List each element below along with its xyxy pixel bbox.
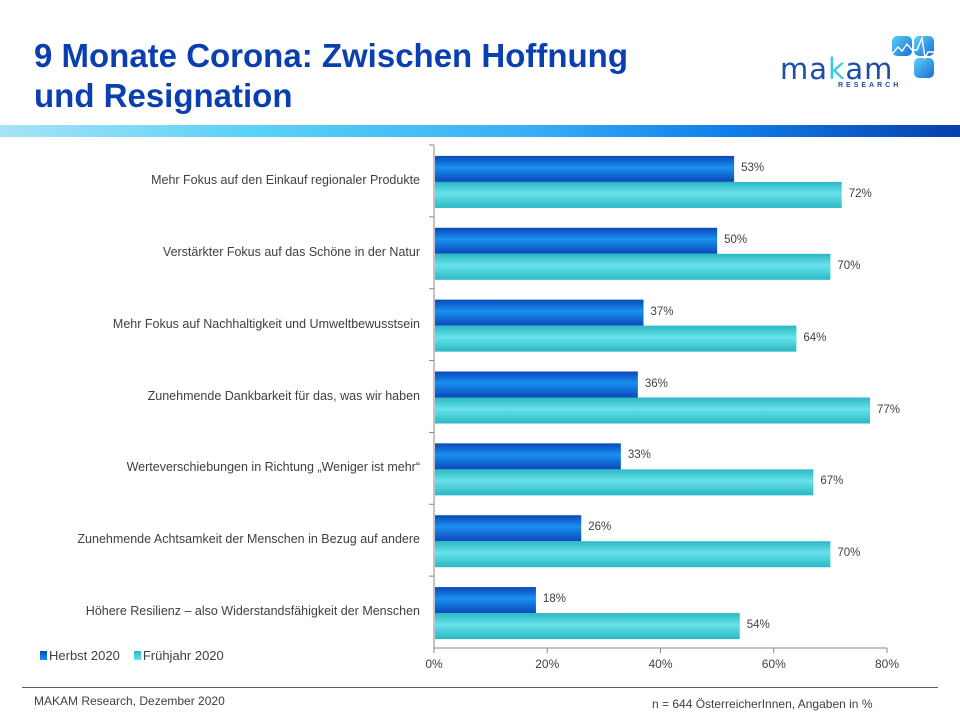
bar-fruehjahr-4	[435, 469, 814, 496]
bar-herbst-5	[435, 515, 582, 542]
legend-item-fruehjahr-2020: Frühjahr 2020	[133, 648, 224, 663]
value-label-fruehjahr-6: 54%	[746, 619, 770, 632]
value-label-herbst-6: 18%	[542, 593, 566, 606]
value-label-herbst-2: 37%	[650, 305, 674, 318]
title-line-2: und Resignation	[34, 77, 293, 114]
value-label-fruehjahr-3: 77%	[877, 403, 901, 416]
bar-fruehjahr-3	[435, 397, 871, 424]
footer-sample-note: n = 644 ÖsterreicherInnen, Angaben in %	[652, 697, 873, 711]
logo-subtitle: RESEARCH	[838, 82, 902, 89]
value-label-fruehjahr-5: 70%	[837, 547, 861, 560]
bar-fruehjahr-6	[435, 613, 740, 640]
legend-swatch-fruehjahr	[133, 651, 141, 660]
bar-herbst-2	[435, 299, 644, 326]
x-tick-label-1: 20%	[535, 657, 560, 671]
value-label-herbst-5: 26%	[588, 521, 612, 534]
category-label-4: Werteverschiebungen in Richtung „Weniger…	[126, 460, 420, 475]
legend-label-fruehjahr: Frühjahr 2020	[142, 648, 224, 663]
x-tick-label-4: 80%	[874, 657, 900, 671]
bar-herbst-6	[435, 587, 536, 614]
bar-fruehjahr-5	[435, 541, 831, 568]
category-label-1: Verstärkter Fokus auf das Schöne in der …	[162, 244, 420, 259]
bar-herbst-1	[435, 227, 718, 254]
makam-research-logo: makam RESEARCH	[780, 34, 940, 94]
bar-herbst-4	[435, 443, 621, 470]
logo-wordmark: makam	[780, 52, 894, 86]
bar-herbst-3	[435, 371, 638, 398]
title-line-1: 9 Monate Corona: Zwischen Hoffnung	[34, 37, 628, 74]
x-tick-label-2: 40%	[648, 657, 673, 671]
bar-fruehjahr-0	[435, 181, 842, 208]
value-label-herbst-1: 50%	[724, 233, 748, 246]
category-label-0: Mehr Fokus auf den Einkauf regionaler Pr…	[151, 172, 420, 187]
value-label-herbst-4: 33%	[627, 449, 651, 462]
legend-swatch-herbst	[40, 651, 47, 660]
category-label-6: Höhere Resilienz – also Widerstandsfähig…	[85, 604, 420, 619]
chart-legend: Herbst 2020 Frühjahr 2020	[40, 648, 224, 663]
value-label-fruehjahr-4: 67%	[820, 475, 844, 488]
page-title: 9 Monate Corona: Zwischen Hoffnung und R…	[34, 36, 628, 116]
footer-source: MAKAM Research, Dezember 2020	[34, 694, 225, 708]
bars-layer	[435, 155, 871, 640]
x-tick-label-0: 0%	[425, 657, 443, 671]
legend-label-herbst: Herbst 2020	[49, 648, 120, 663]
category-label-3: Zunehmende Dankbarkeit für das, was wir …	[147, 388, 420, 403]
value-label-fruehjahr-2: 64%	[803, 331, 827, 344]
header-gradient-band	[0, 125, 960, 137]
value-label-herbst-3: 36%	[644, 377, 668, 390]
bar-herbst-0	[435, 155, 735, 182]
value-label-fruehjahr-1: 70%	[837, 259, 861, 272]
bar-fruehjahr-1	[435, 253, 831, 280]
bar-chart	[429, 144, 888, 653]
value-label-herbst-0: 53%	[741, 161, 765, 174]
legend-item-herbst-2020: Herbst 2020	[40, 648, 120, 663]
category-label-5: Zunehmende Achtsamkeit der Menschen in B…	[77, 532, 420, 547]
value-label-fruehjahr-0: 72%	[848, 187, 872, 200]
category-label-2: Mehr Fokus auf Nachhaltigkeit und Umwelt…	[112, 316, 420, 331]
makam-pulse-logo-icon	[891, 35, 934, 78]
footer-divider	[22, 687, 938, 688]
bar-fruehjahr-2	[435, 325, 797, 352]
axis-layer	[429, 144, 888, 653]
x-tick-label-3: 60%	[761, 657, 786, 671]
